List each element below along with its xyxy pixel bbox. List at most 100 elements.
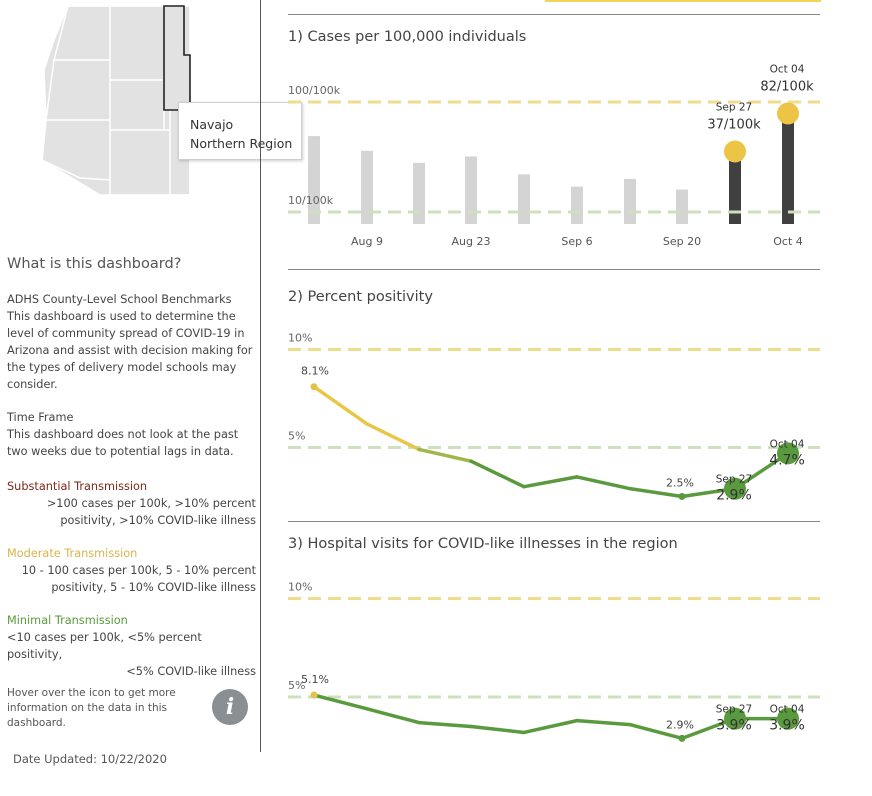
panel-divider xyxy=(260,0,261,752)
substantial-block: Substantial Transmission >100 cases per … xyxy=(7,478,256,529)
chart3-highlight-point xyxy=(724,707,746,730)
tooltip-region: Northern Region xyxy=(190,136,293,151)
chart1-bar xyxy=(308,136,320,224)
chart3-line-segment xyxy=(469,724,526,735)
chart1-x-tick: Aug 9 xyxy=(351,235,383,248)
substantial-heading: Substantial Transmission xyxy=(7,480,148,493)
chart3-line-segment xyxy=(312,693,369,711)
chart1-x-tick: Sep 6 xyxy=(561,235,592,248)
minimal-line: <5% COVID-like illness xyxy=(126,665,256,678)
chart1-x-tick: Sep 20 xyxy=(663,235,701,248)
chart1-highlight-value: 37/100k xyxy=(707,117,761,132)
chart3-highlight-point xyxy=(777,707,799,730)
substantial-line: >100 cases per 100k, >10% percent xyxy=(46,497,256,510)
chart1-bar xyxy=(782,111,794,224)
chart1-x-tick: Oct 4 xyxy=(773,235,803,248)
chart2-highlight-date: Oct 04 xyxy=(770,438,805,450)
chart1-x-tick: Aug 23 xyxy=(452,235,491,248)
chart3-point xyxy=(678,734,686,742)
chart3-line-segment xyxy=(417,720,473,729)
benchmarks-block: ADHS County-Level School Benchmarks This… xyxy=(7,291,259,393)
benchmarks-line: level of community spread of COVID-19 in xyxy=(7,327,245,340)
chart3-highlight-value: 3.9% xyxy=(769,718,805,734)
chart1-bar xyxy=(413,162,425,224)
chart2-line-segment xyxy=(575,475,632,491)
chart2-highlight-value: 4.7% xyxy=(769,452,805,468)
chart1-threshold-label: 10/100k xyxy=(288,194,334,207)
section-divider xyxy=(288,14,820,15)
chart2-line-segment xyxy=(312,384,369,426)
arizona-map[interactable] xyxy=(40,0,240,200)
chart2-highlight-date: Sep 27 xyxy=(716,474,753,486)
arizona-county-map[interactable] xyxy=(40,0,240,200)
chart1-highlight-point xyxy=(777,102,799,125)
chart2-threshold-label: 10% xyxy=(288,332,312,345)
timeframe-line: two weeks due to potential lags in data. xyxy=(7,445,234,458)
moderate-line: positivity, 5 - 10% COVID-like illness xyxy=(51,581,256,594)
chart1-highlight-point xyxy=(724,140,746,163)
chart3-highlight-date: Oct 04 xyxy=(770,704,805,716)
minimal-block: Minimal Transmission <10 cases per 100k,… xyxy=(7,612,256,680)
chart2-line-segment xyxy=(469,459,526,489)
info-icon[interactable]: i xyxy=(212,689,248,725)
chart3-threshold-label: 10% xyxy=(288,581,312,594)
moderate-block: Moderate Transmission 10 - 100 cases per… xyxy=(7,545,256,596)
benchmarks-line: This dashboard is used to determine the xyxy=(7,310,236,323)
chart1-bar xyxy=(518,174,530,224)
chart3-line-segment xyxy=(628,722,684,741)
date-updated: Date Updated: 10/22/2020 xyxy=(13,752,167,766)
hover-note: Hover over the icon to get more informat… xyxy=(7,687,176,729)
chart3-line-segment xyxy=(522,718,579,735)
chart2-highlight-point xyxy=(724,477,746,500)
chart2-title: 2) Percent positivity xyxy=(288,289,433,305)
chart2-highlight-point xyxy=(777,442,799,465)
benchmarks-heading: ADHS County-Level School Benchmarks xyxy=(7,293,232,306)
chart3-point-label: 5.1% xyxy=(301,673,329,686)
chart1-highlight-value: 82/100k xyxy=(760,79,814,94)
about-title: What is this dashboard? xyxy=(7,256,182,272)
chart3-point xyxy=(310,691,318,699)
tooltip-county: Navajo xyxy=(190,117,234,132)
moderate-heading: Moderate Transmission xyxy=(7,547,138,560)
benchmarks-line: the types of delivery model schools may xyxy=(7,361,237,374)
chart3-title: 3) Hospital visits for COVID-like illnes… xyxy=(288,536,678,552)
chart2-line-segment xyxy=(628,486,684,499)
chart3-line-segment xyxy=(365,707,421,725)
chart2-highlight-value: 2.9% xyxy=(716,488,752,504)
timeframe-block: Time Frame This dashboard does not look … xyxy=(7,409,259,460)
benchmarks-line: Arizona and assist with decision making … xyxy=(7,344,253,357)
minimal-heading: Minimal Transmission xyxy=(7,614,128,627)
chart1-bar xyxy=(676,189,688,224)
chart2-point xyxy=(310,383,318,391)
chart1-bar xyxy=(729,149,741,224)
timeframe-heading: Time Frame xyxy=(7,411,74,424)
chart1-threshold-label: 100/100k xyxy=(288,84,341,97)
moderate-line: 10 - 100 cases per 100k, 5 - 10% percent xyxy=(21,564,256,577)
chart1-bar xyxy=(571,186,583,224)
section-divider xyxy=(288,521,820,522)
substantial-line: positivity, >10% COVID-like illness xyxy=(60,514,256,527)
section-divider xyxy=(288,269,820,270)
chart2-line-segment xyxy=(365,422,421,452)
chart3-line-segment xyxy=(575,718,632,727)
chart1-bar xyxy=(361,150,373,224)
chart2-point-label: 8.1% xyxy=(301,365,329,378)
chart2-line-segment xyxy=(522,475,579,489)
chart1-highlight-date: Oct 04 xyxy=(770,63,805,75)
chart1-bar xyxy=(624,178,636,224)
chart2-point-label: 2.5% xyxy=(666,477,694,490)
chart2-line-segment xyxy=(417,447,473,463)
chart1-bar xyxy=(465,156,477,224)
chart1-title: 1) Cases per 100,000 individuals xyxy=(288,29,527,45)
left-panel: Navajo Northern Region What is this dash… xyxy=(0,0,302,796)
chart3-highlight-value: 3.9% xyxy=(716,718,752,734)
chart2-threshold-label: 5% xyxy=(288,430,305,443)
top-accent-bar xyxy=(545,0,821,2)
chart2-point xyxy=(678,493,686,500)
minimal-line: <10 cases per 100k, <5% percent positivi… xyxy=(7,631,202,661)
benchmarks-line: consider. xyxy=(7,378,58,391)
chart3-point-label: 2.9% xyxy=(666,718,694,731)
timeframe-line: This dashboard does not look at the past xyxy=(7,428,239,441)
navajo-county[interactable] xyxy=(163,5,191,111)
